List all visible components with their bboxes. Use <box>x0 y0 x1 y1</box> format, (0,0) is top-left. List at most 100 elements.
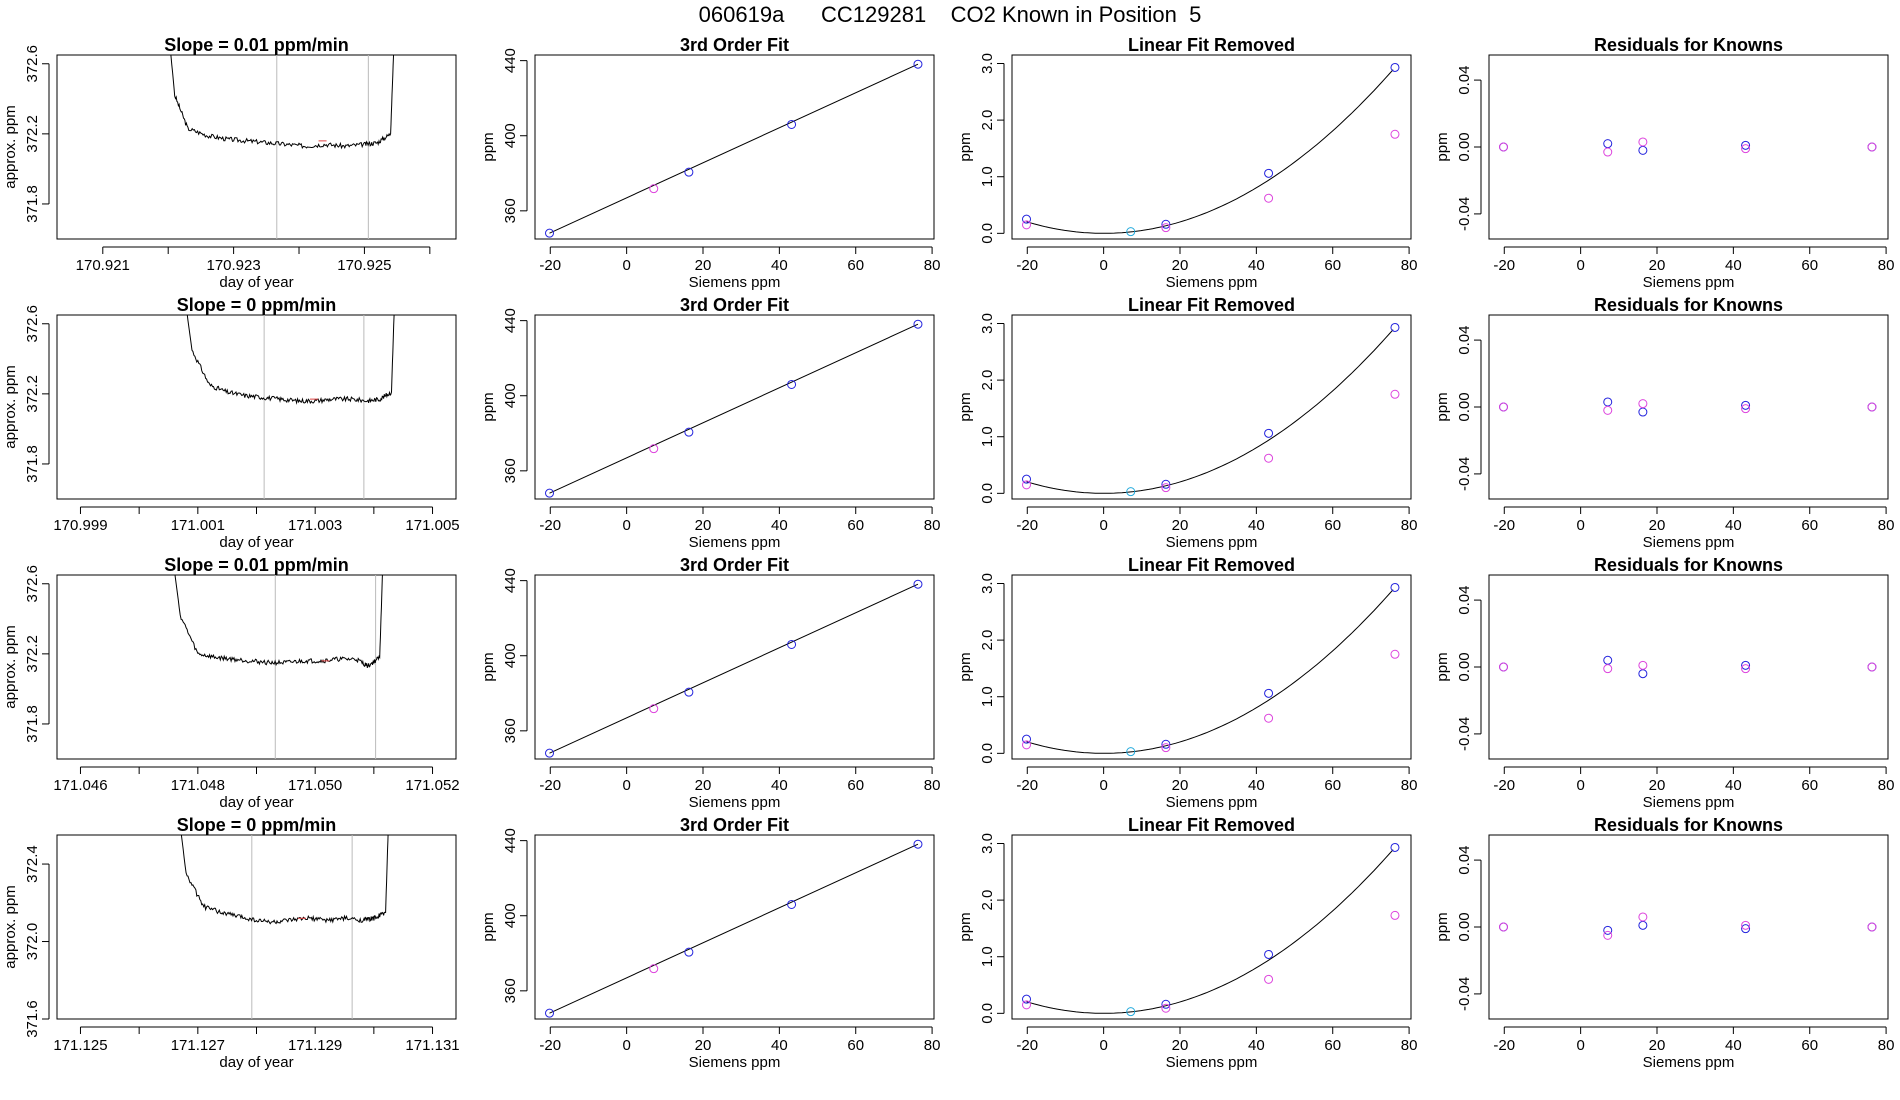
y-tick-label: 372.2 <box>24 115 41 153</box>
x-tick-label: 171.125 <box>53 1037 107 1054</box>
data-point-magenta <box>1390 649 1400 659</box>
plot-frame <box>1488 834 1889 1020</box>
data-point-blue <box>1390 842 1400 852</box>
x-tick-label: -20 <box>1016 517 1038 534</box>
fit-line <box>549 843 919 1014</box>
data-point-magenta <box>1603 930 1613 940</box>
x-tick-label: 20 <box>1649 257 1666 274</box>
plot-frame <box>56 314 457 500</box>
panel-r2-c4: Residuals for Knowns -20 0 20 40 60 80 Siemens … <box>1434 295 1894 551</box>
x-tick-label: -20 <box>1493 1037 1515 1054</box>
data-point-blue <box>684 947 694 957</box>
y-axis-label: approx. ppm <box>2 885 19 968</box>
plot-area <box>1022 582 1400 757</box>
panel-title: Residuals for Knowns <box>1594 295 1783 315</box>
data-point-blue <box>1022 994 1032 1004</box>
x-tick-label: 171.048 <box>171 777 225 794</box>
panel-r1-c3: Linear Fit Removed -20 0 20 40 60 80 Siemens pp… <box>957 35 1417 291</box>
x-tick-label: 40 <box>771 777 788 794</box>
panel-title: Linear Fit Removed <box>1128 35 1295 55</box>
x-tick-label: 0 <box>1576 1037 1584 1054</box>
data-point-magenta <box>1161 743 1171 753</box>
panel-r3-c1: Slope = 0.01 ppm/min 171.046 171.048 171.05… <box>2 555 460 811</box>
y-tick-label: -0.04 <box>1456 457 1473 491</box>
x-axis-label: Siemens ppm <box>1643 274 1735 291</box>
y-axis-label: ppm <box>1434 652 1451 681</box>
data-point-blue <box>787 379 797 389</box>
y-axis-label: ppm <box>1434 392 1451 421</box>
x-tick-label: 20 <box>695 777 712 794</box>
y-tick-label: 0.00 <box>1456 392 1473 421</box>
data-point-blue <box>1603 925 1613 935</box>
data-point-magenta <box>1603 405 1613 415</box>
x-tick-label: 170.921 <box>76 257 130 274</box>
y-tick-label: 3.0 <box>979 53 996 74</box>
x-axis-label: Siemens ppm <box>689 274 781 291</box>
plot-area <box>1499 912 1877 940</box>
data-point-blue <box>1161 739 1171 749</box>
x-tick-label: 0 <box>1099 777 1107 794</box>
data-point-blue <box>913 839 923 849</box>
plot-area <box>170 55 395 239</box>
panel-title: 3rd Order Fit <box>680 295 789 315</box>
data-point-blue <box>1161 219 1171 229</box>
y-tick-label: 0.00 <box>1456 912 1473 941</box>
data-point-blue <box>1741 924 1751 934</box>
y-tick-label: 360 <box>502 458 519 483</box>
panel-title: Slope = 0.01 ppm/min <box>164 35 349 55</box>
data-point-blue <box>545 1008 555 1018</box>
x-axis-label: Siemens ppm <box>1166 534 1258 551</box>
x-tick-label: 40 <box>1725 257 1742 274</box>
panel-r3-c3: Linear Fit Removed -20 0 20 40 60 80 Siemens pp… <box>957 555 1417 811</box>
x-tick-label: 40 <box>1248 517 1265 534</box>
x-tick-label: 170.999 <box>53 517 107 534</box>
data-point-magenta <box>1499 142 1509 152</box>
x-tick-label: 80 <box>1401 777 1418 794</box>
plot-frame <box>534 54 935 240</box>
data-point-magenta <box>649 184 659 194</box>
data-point-magenta <box>649 704 659 714</box>
plot-area <box>545 319 923 498</box>
y-tick-label: 400 <box>502 903 519 928</box>
plot-area <box>1022 322 1400 497</box>
plot-frame <box>56 574 457 760</box>
x-axis-label: Siemens ppm <box>1643 534 1735 551</box>
y-axis-label: ppm <box>480 392 497 421</box>
y-tick-label: -0.04 <box>1456 197 1473 231</box>
fit-curve <box>1026 589 1394 754</box>
y-axis-label: ppm <box>1434 912 1451 941</box>
x-tick-label: 20 <box>1172 1037 1189 1054</box>
x-tick-label: 80 <box>924 517 941 534</box>
data-point-blue <box>1638 669 1648 679</box>
data-point-magenta <box>1264 713 1274 723</box>
data-point-magenta <box>1499 662 1509 672</box>
y-tick-label: 400 <box>502 643 519 668</box>
y-tick-label: 3.0 <box>979 573 996 594</box>
plot-frame <box>1488 574 1889 760</box>
y-tick-label: 0.04 <box>1456 585 1473 614</box>
y-tick-label: 0.0 <box>979 743 996 764</box>
data-point-blue <box>1022 734 1032 744</box>
x-tick-label: 0 <box>622 777 630 794</box>
y-tick-label: 0.00 <box>1456 652 1473 681</box>
data-point-blue <box>1638 145 1648 155</box>
y-tick-label: 440 <box>502 48 519 73</box>
x-tick-label: 0 <box>1099 257 1107 274</box>
data-point-blue <box>1603 655 1613 665</box>
data-point-blue <box>1264 428 1274 438</box>
panel-title: 3rd Order Fit <box>680 815 789 835</box>
data-point-blue <box>1603 397 1613 407</box>
y-axis-label: ppm <box>480 912 497 941</box>
y-axis-label: approx. ppm <box>2 105 19 188</box>
x-tick-label: 60 <box>847 257 864 274</box>
data-point-magenta <box>1022 220 1032 230</box>
data-point-blue <box>787 119 797 129</box>
x-tick-label: 20 <box>695 517 712 534</box>
data-point-blue <box>1390 322 1400 332</box>
plot-area <box>545 839 923 1018</box>
x-tick-label: 0 <box>1099 517 1107 534</box>
x-tick-label: 60 <box>1324 777 1341 794</box>
data-point-magenta <box>1161 223 1171 233</box>
y-tick-label: 2.0 <box>979 630 996 651</box>
